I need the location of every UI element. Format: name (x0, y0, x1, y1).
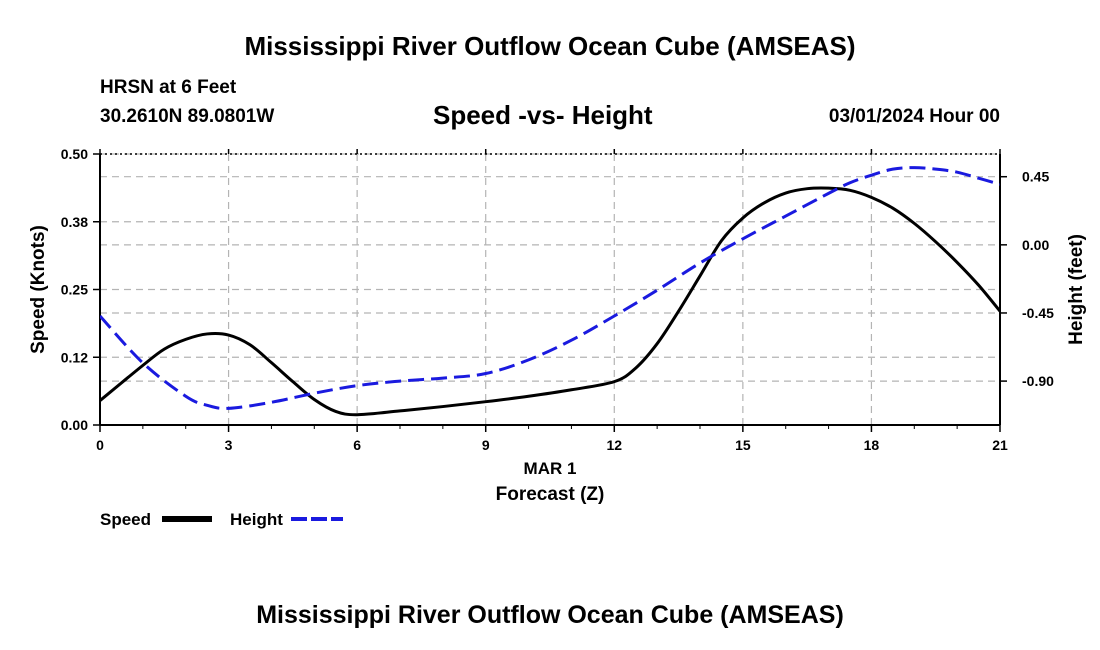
y-right-axis-title: Height (feet) (1066, 234, 1087, 345)
x-tick-label: 0 (96, 437, 104, 453)
x-axis-title: Forecast (Z) (496, 484, 605, 505)
y-right-tick-label: -0.45 (1022, 305, 1054, 321)
x-tick-label: 12 (606, 437, 622, 453)
y-left-tick-label: 0.38 (61, 214, 88, 230)
legend-speed-label: Speed (100, 510, 152, 529)
forecast-datetime: 03/01/2024 Hour 00 (828, 106, 1000, 127)
y-left-tick-label: 0.12 (61, 349, 88, 365)
x-tick-label: 6 (353, 437, 361, 453)
legend-height-label: Height (230, 510, 283, 529)
x-tick-label: 21 (992, 437, 1008, 453)
legend-speed-swatch (162, 516, 212, 522)
series-line-height (100, 166, 1000, 410)
x-tick-label: 9 (482, 437, 490, 453)
chart-main-title: Mississippi River Outflow Ocean Cube (AM… (244, 31, 856, 61)
footer-title: Mississippi River Outflow Ocean Cube (AM… (256, 601, 844, 629)
chart-subtitle: Speed -vs- Height (433, 100, 653, 130)
x-tick-label: 15 (735, 437, 751, 453)
coordinates-label: 30.2610N 89.0801W (100, 106, 275, 127)
y-left-tick-label: 0.25 (61, 282, 88, 298)
station-label: HRSN at 6 Feet (100, 77, 237, 98)
y-right-tick-label: 0.45 (1022, 169, 1049, 185)
x-tick-label: 3 (225, 437, 233, 453)
y-left-tick-label: 0.50 (61, 146, 88, 162)
x-axis-date-label: MAR 1 (524, 459, 577, 478)
legend-height-swatch (291, 517, 343, 521)
x-tick-label: 18 (864, 437, 880, 453)
y-left-axis-title: Speed (Knots) (28, 225, 49, 354)
y-right-tick-label: -0.90 (1022, 373, 1054, 389)
speed-height-chart: 0 3 6 9 12 15 18 21 0.00 0.12 0.25 0.38 0.50 -0.90 -0.… (28, 146, 1087, 505)
y-left-tick-label: 0.00 (61, 417, 88, 433)
series-line-speed (100, 186, 1000, 417)
y-right-tick-label: 0.00 (1022, 237, 1049, 253)
